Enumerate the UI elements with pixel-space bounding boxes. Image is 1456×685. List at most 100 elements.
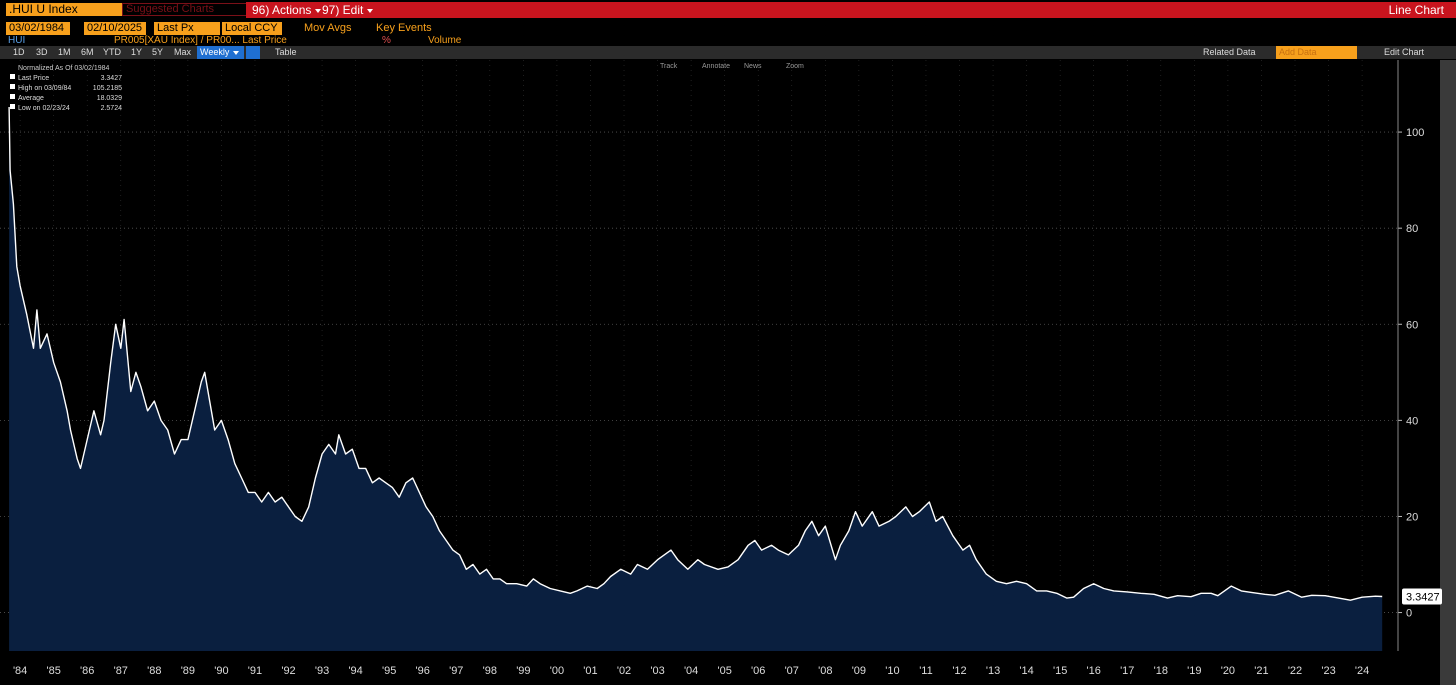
x-tick-label: '05 — [717, 665, 731, 677]
x-tick-label: '18 — [1154, 665, 1168, 677]
related-data[interactable]: Related Data — [1203, 47, 1256, 57]
x-tick-label: '99 — [516, 665, 530, 677]
suggested-charts[interactable]: Suggested Charts — [122, 3, 248, 16]
x-tick-label: '13 — [986, 665, 1000, 677]
end-date[interactable]: 02/10/2025 — [84, 22, 146, 35]
edit-chart[interactable]: Edit Chart — [1384, 47, 1425, 57]
series-unit: % — [382, 35, 391, 46]
period-bar: 1D 3D 1M 6M YTD 1Y 5Y Max Weekly Table R… — [0, 46, 1456, 59]
security-field[interactable]: .HUI U Index — [6, 3, 122, 16]
chart-tool[interactable]: News — [744, 63, 762, 70]
legend-value: 3.3427 — [101, 75, 123, 82]
x-tick-label: '09 — [852, 665, 866, 677]
x-tick-label: '21 — [1254, 665, 1268, 677]
x-tick-label: '93 — [315, 665, 329, 677]
legend-value: 2.5724 — [101, 105, 123, 112]
x-tick-label: '92 — [281, 665, 295, 677]
period[interactable]: 3D — [36, 47, 48, 57]
edit-label[interactable]: 97) Edit — [322, 3, 364, 17]
series-formula: PR005[XAU Index] / PR00... Last Price — [114, 35, 287, 46]
y-tick-label: 20 — [1406, 511, 1418, 523]
x-tick-label: '04 — [684, 665, 698, 677]
x-tick-label: '24 — [1355, 665, 1369, 677]
x-tick-label: '96 — [416, 665, 430, 677]
last-price-tag — [1402, 588, 1442, 605]
period[interactable]: Max — [174, 47, 192, 57]
actions-label[interactable]: 96) Actions — [252, 3, 312, 17]
last-price-label: 3.3427 — [1406, 591, 1440, 603]
x-tick-label: '84 — [13, 665, 27, 677]
legend-box — [4, 62, 126, 114]
x-tick-label: '88 — [147, 665, 161, 677]
field-select[interactable]: Last Px — [154, 22, 220, 35]
legend-swatch — [10, 94, 15, 99]
period[interactable]: 6M — [81, 47, 94, 57]
x-tick-label: '06 — [751, 665, 765, 677]
add-data-field[interactable]: Add Data — [1276, 46, 1357, 59]
side-strip — [1440, 60, 1456, 685]
frequency-select[interactable]: Weekly — [197, 46, 244, 59]
frequency-label[interactable]: Weekly — [200, 47, 230, 57]
chart-tool[interactable]: Track — [660, 63, 678, 70]
legend-value: 18.0329 — [97, 95, 122, 102]
view-name: Line Chart — [1388, 3, 1444, 17]
x-tick-label: '15 — [1053, 665, 1067, 677]
y-tick-label: 60 — [1406, 319, 1418, 331]
chart: Normalized As Of 03/02/1984 Track Annotat… — [0, 60, 1456, 685]
x-tick-label: '90 — [214, 665, 228, 677]
x-tick-label: '87 — [114, 665, 128, 677]
legend-label: Average — [18, 95, 44, 102]
mov-avgs[interactable]: Mov Avgs — [304, 22, 352, 34]
y-tick-label: 80 — [1406, 223, 1418, 235]
x-tick-label: '89 — [181, 665, 195, 677]
x-tick-label: '11 — [919, 665, 933, 677]
x-tick-label: '23 — [1321, 665, 1335, 677]
dropdown-arrow — [367, 8, 374, 13]
x-tick-label: '10 — [885, 665, 899, 677]
period[interactable]: YTD — [103, 47, 121, 57]
volume: Volume — [428, 35, 462, 46]
currency-select[interactable]: Local CCY — [222, 22, 282, 35]
x-tick-label: '94 — [348, 665, 362, 677]
chart-tools: Track Annotate News Zoom — [660, 63, 804, 70]
legend-swatch — [10, 104, 15, 109]
x-tick-label: '12 — [952, 665, 966, 677]
period[interactable]: 5Y — [152, 47, 164, 57]
x-tick-label: '00 — [550, 665, 564, 677]
line — [8, 106, 1383, 601]
legend-label: High on 03/09/84 — [18, 85, 71, 92]
x-tick-label: '01 — [583, 665, 597, 677]
table-button[interactable]: Table — [275, 47, 297, 57]
legend-title: Normalized As Of 03/02/1984 — [18, 65, 110, 72]
chart-type-button[interactable] — [246, 46, 260, 59]
period[interactable]: 1M — [58, 47, 71, 57]
x-tick-label: '08 — [818, 665, 832, 677]
x-tick-label: '19 — [1187, 665, 1201, 677]
series-ticker: HUI — [8, 35, 26, 46]
x-tick-label: '07 — [785, 665, 799, 677]
x-tick-label: '85 — [47, 665, 61, 677]
y-tick-label: 100 — [1406, 127, 1424, 139]
edit-menu[interactable]: 97) Edit — [322, 3, 374, 17]
dropdown-arrow — [233, 50, 240, 55]
chart-tool[interactable]: Annotate — [702, 63, 730, 70]
actions-menu[interactable]: 96) Actions — [252, 3, 322, 17]
x-tick-label: '86 — [80, 665, 94, 677]
start-date[interactable]: 03/02/1984 — [6, 22, 70, 35]
x-tick-label: '03 — [650, 665, 664, 677]
period[interactable]: 1Y — [131, 47, 143, 57]
y-tick-label: 0 — [1406, 608, 1412, 620]
x-tick-label: '02 — [617, 665, 631, 677]
x-tick-label: '22 — [1288, 665, 1302, 677]
legend-swatch — [10, 84, 15, 89]
legend-swatch — [10, 74, 15, 79]
x-tick-label: '97 — [449, 665, 463, 677]
x-tick-label: '98 — [483, 665, 497, 677]
key-events[interactable]: Key Events — [376, 22, 432, 34]
x-tick-label: '14 — [1019, 665, 1033, 677]
x-tick-label: '16 — [1087, 665, 1101, 677]
legend-label: Low on 02/23/24 — [18, 105, 70, 112]
x-tick-label: '91 — [248, 665, 262, 677]
period[interactable]: 1D — [13, 47, 25, 57]
chart-tool[interactable]: Zoom — [786, 63, 804, 70]
